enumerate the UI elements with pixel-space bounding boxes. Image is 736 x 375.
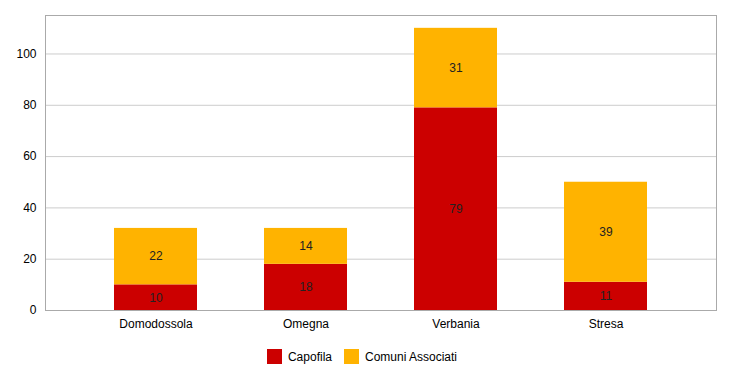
svg-text:Domodossola: Domodossola [119,317,193,331]
svg-text:10: 10 [149,291,163,305]
svg-text:14: 14 [299,239,313,253]
svg-text:39: 39 [599,225,613,239]
svg-text:Omegna: Omegna [283,317,329,331]
svg-text:60: 60 [23,149,37,163]
svg-text:40: 40 [23,201,37,215]
svg-text:79: 79 [449,202,463,216]
svg-text:22: 22 [149,249,163,263]
html-text:Comuni Associati: Comuni Associati [365,349,457,364]
svg-text:11: 11 [600,289,613,303]
svg-text:Verbania: Verbania [432,317,480,331]
svg-text:0: 0 [30,303,37,317]
html-text:Capofila: Capofila [288,349,332,364]
svg-text:Stresa: Stresa [589,317,624,331]
svg-text:100: 100 [16,47,36,61]
svg-text:80: 80 [23,98,37,112]
svg-text:20: 20 [23,252,37,266]
svg-text:31: 31 [449,61,463,75]
svg-text:18: 18 [299,280,313,294]
